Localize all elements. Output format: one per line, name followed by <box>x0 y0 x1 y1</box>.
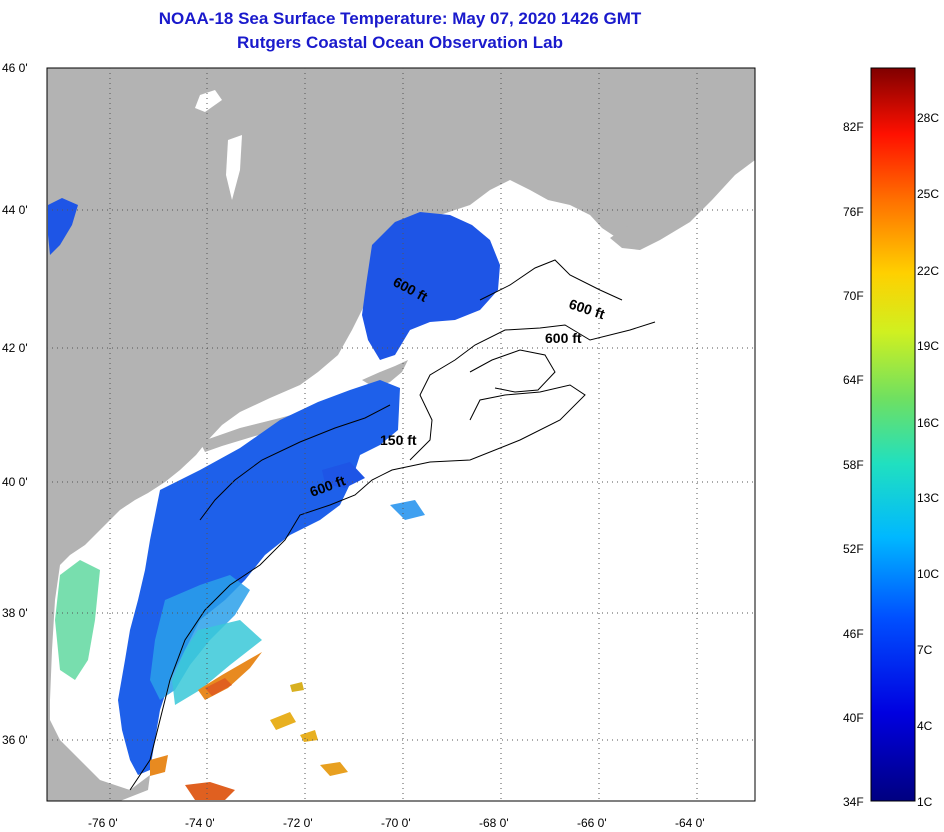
colorbar-c-label: 1C <box>917 795 933 809</box>
lat-label: 40 0' <box>2 475 28 489</box>
map-frame <box>46 67 756 802</box>
land-mass <box>47 68 755 801</box>
map-title: NOAA-18 Sea Surface Temperature: May 07,… <box>158 9 642 28</box>
colorbar-c-label: 7C <box>917 643 933 657</box>
contour-label: 150 ft <box>380 432 417 448</box>
map-subtitle: Rutgers Coastal Ocean Observation Lab <box>237 33 563 52</box>
colorbar <box>870 67 916 802</box>
lon-label: -74 0' <box>185 816 215 830</box>
nova-scotia <box>610 145 755 250</box>
colorbar-c-label: 22C <box>917 264 940 278</box>
colorbar-c-label: 13C <box>917 491 940 505</box>
lake-ontario <box>48 198 78 255</box>
colorbar-f-label: 52F <box>843 542 864 556</box>
colorbar-f-label: 76F <box>843 205 864 219</box>
colorbar-c-label: 4C <box>917 719 933 733</box>
colorbar-f-label: 70F <box>843 289 864 303</box>
colorbar-f-label: 58F <box>843 458 864 472</box>
lat-label: 44 0' <box>2 203 28 217</box>
graticule <box>47 68 755 801</box>
lon-label: -70 0' <box>381 816 411 830</box>
lon-label: -64 0' <box>675 816 705 830</box>
colorbar-f-label: 64F <box>843 373 864 387</box>
colorbar-f-label: 82F <box>843 120 864 134</box>
lon-label: -66 0' <box>577 816 607 830</box>
colorbar-c-label: 19C <box>917 339 940 353</box>
lon-label: -76 0' <box>88 816 118 830</box>
lat-label: 38 0' <box>2 606 28 620</box>
colorbar-c-label: 25C <box>917 187 940 201</box>
cape-cod <box>362 360 408 388</box>
colorbar-f-label: 46F <box>843 627 864 641</box>
colorbar-c-label: 28C <box>917 111 940 125</box>
colorbar-c-label: 16C <box>917 416 940 430</box>
lat-label: 46 0' <box>2 61 28 75</box>
bathymetry-contours <box>129 259 656 791</box>
lon-label: -72 0' <box>283 816 313 830</box>
colorbar-f-label: 40F <box>843 711 864 725</box>
lat-label: 42 0' <box>2 341 28 355</box>
gulf-of-maine-water <box>362 212 500 360</box>
lon-label: -68 0' <box>479 816 509 830</box>
colorbar-f-label: 34F <box>843 795 864 809</box>
contour-label: 600 ft <box>545 330 582 346</box>
colorbar-c-label: 10C <box>917 567 940 581</box>
lat-label: 36 0' <box>2 733 28 747</box>
